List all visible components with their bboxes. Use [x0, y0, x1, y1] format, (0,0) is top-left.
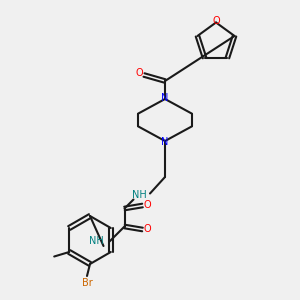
- Text: O: O: [212, 16, 220, 26]
- Text: O: O: [143, 224, 151, 235]
- Text: O: O: [143, 200, 151, 211]
- Text: NH: NH: [88, 236, 104, 247]
- Text: NH: NH: [132, 190, 147, 200]
- Text: Br: Br: [82, 278, 92, 289]
- Text: N: N: [161, 136, 169, 147]
- Text: N: N: [161, 93, 169, 103]
- Text: O: O: [136, 68, 143, 79]
